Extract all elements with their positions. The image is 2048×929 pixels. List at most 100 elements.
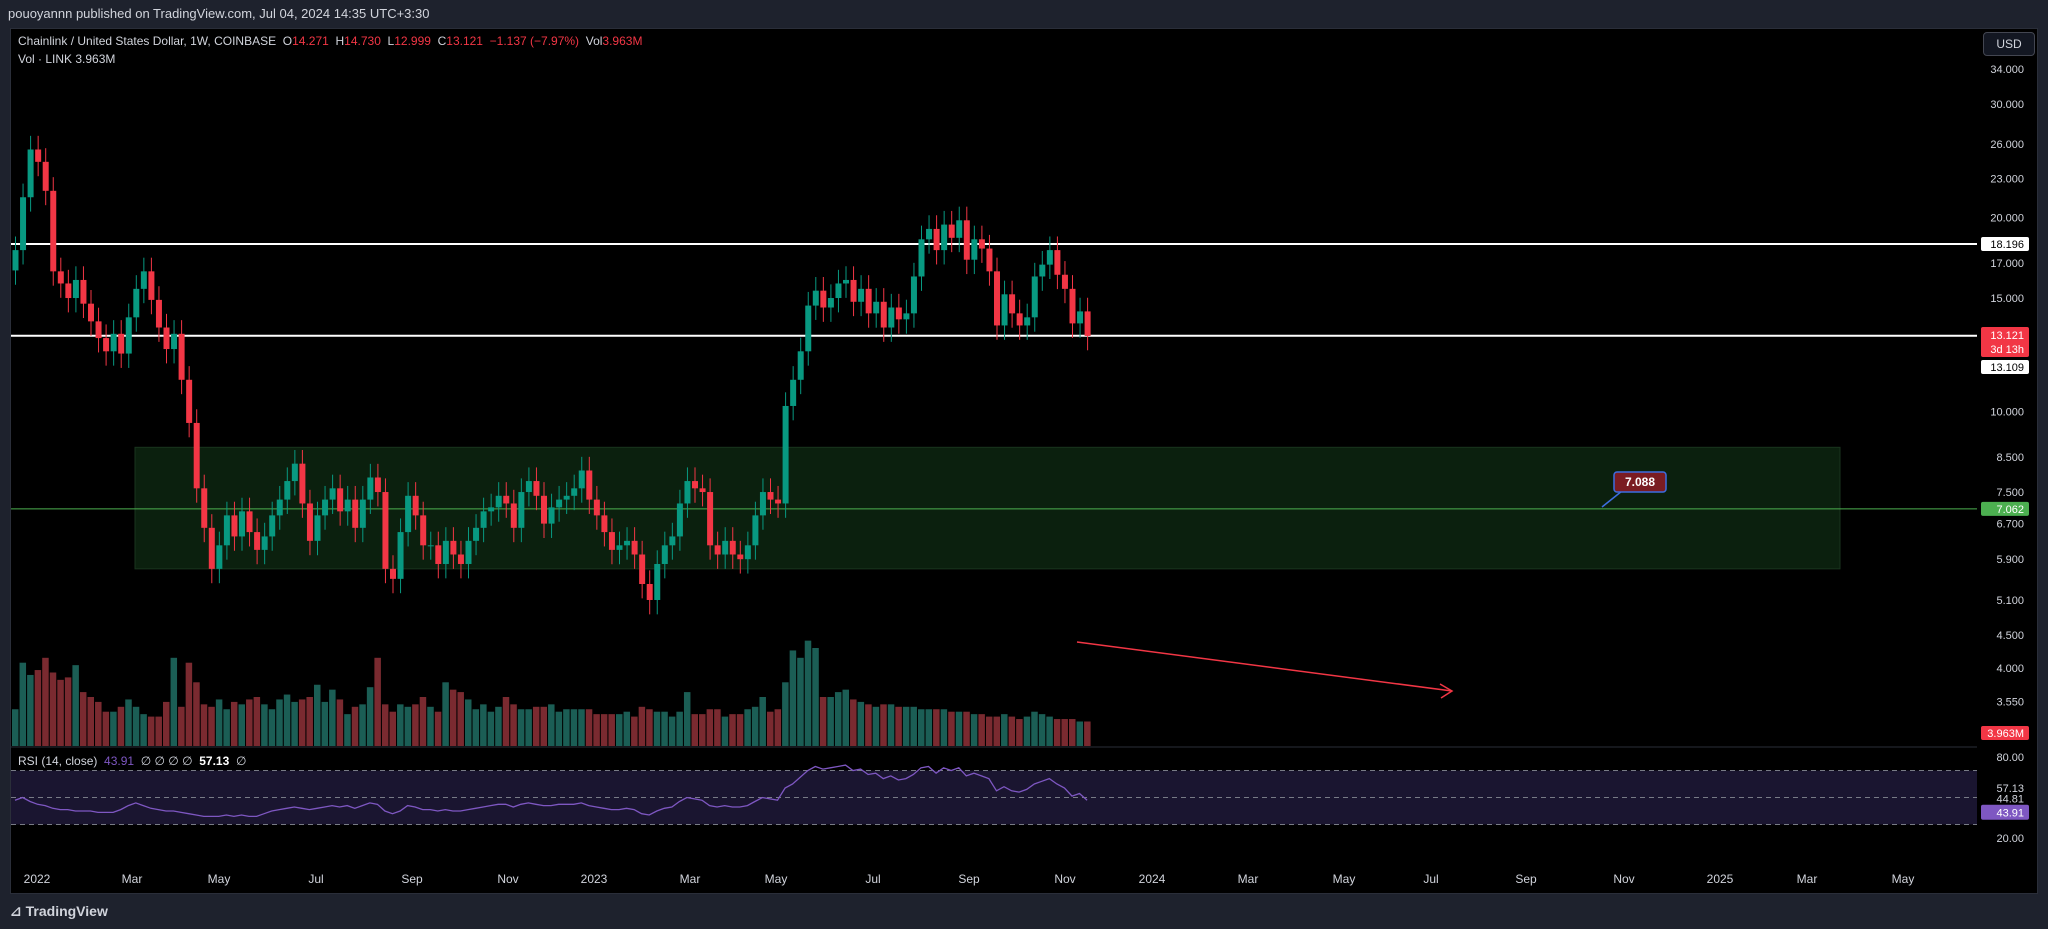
volume-bar (178, 706, 185, 746)
candle-body (759, 492, 766, 516)
time-label: 2025 (1707, 872, 1734, 886)
volume-bar (72, 665, 79, 746)
symbol-title[interactable]: Chainlink / United States Dollar, 1W, CO… (18, 34, 277, 48)
candle-body (246, 511, 253, 533)
volume-bar (27, 674, 34, 746)
candle-body (963, 220, 970, 260)
volume-bar (306, 697, 313, 746)
candle-body (1046, 250, 1053, 265)
volume-bar (548, 704, 555, 746)
volume-bar (502, 697, 510, 746)
currency-button[interactable]: USD (1983, 32, 2035, 56)
candle-body (42, 161, 49, 191)
candle-body (367, 477, 374, 500)
volume-bar (578, 709, 585, 746)
time-label: Nov (1613, 872, 1634, 886)
candle-body (359, 499, 366, 528)
volume-bar (834, 692, 842, 746)
publish-header: pouoyannn published on TradingView.com, … (0, 0, 2048, 28)
candle-body (692, 481, 698, 489)
candle-body (12, 250, 19, 271)
volume-bar (842, 689, 849, 746)
candle-body (933, 228, 940, 251)
volume-bar (1031, 711, 1038, 746)
candle-body (525, 481, 532, 493)
candle-body (390, 568, 396, 579)
candle-body (306, 503, 313, 541)
volume-bar (427, 706, 434, 746)
ohlc-legend: Chainlink / United States Dollar, 1W, CO… (18, 34, 643, 48)
time-label: Nov (497, 872, 518, 886)
candle-body (269, 515, 276, 537)
low-value: 12.999 (394, 34, 431, 48)
time-label: Sep (401, 872, 423, 886)
candle-body (956, 220, 963, 238)
candle-body (593, 499, 600, 516)
volume-trend-arrow (1076, 641, 1453, 692)
volume-bar (223, 709, 230, 746)
candle-body (20, 197, 27, 251)
candle-body (50, 190, 57, 272)
consolidation-zone (134, 446, 1841, 570)
candle-body (148, 271, 155, 300)
candle-body (518, 492, 525, 528)
volume-bar (419, 697, 427, 746)
candle-body (835, 283, 842, 299)
volume-bar (940, 709, 948, 746)
candle-body (223, 515, 230, 546)
time-label: Nov (1054, 872, 1075, 886)
candle-body (163, 327, 170, 350)
volume-bar (532, 706, 540, 746)
volume-bar (12, 709, 19, 746)
candle-body (1061, 274, 1068, 289)
level-tag-18-bg (1981, 236, 2029, 251)
volume-bar (706, 709, 714, 746)
candle-body (239, 511, 245, 537)
volume-bar (87, 697, 94, 746)
time-label: May (208, 872, 231, 886)
price-tick-label: 4.000 (1996, 663, 2024, 675)
candle-body (412, 495, 419, 516)
time-label: 2023 (581, 872, 608, 886)
level-tag-13-bg (1981, 360, 2029, 374)
time-label: Mar (680, 872, 701, 886)
candle-body (850, 279, 857, 302)
volume-bar (261, 704, 268, 746)
volume-bar (449, 689, 457, 746)
price-tick-label: 34.000 (1990, 64, 2024, 76)
time-label: Sep (958, 872, 980, 886)
volume-bar (42, 657, 49, 746)
volume-bar (117, 706, 125, 746)
candle-body (699, 488, 706, 493)
volume-bar (933, 709, 940, 746)
support-tag: 7.062 (1996, 504, 2024, 516)
tradingview-logo[interactable]: ⊿ TradingView (10, 903, 108, 919)
volume-bar (653, 711, 661, 746)
candle-body (110, 333, 117, 352)
volume-bar (767, 711, 774, 746)
candle-body (1084, 311, 1091, 336)
volume-bar (570, 709, 578, 746)
volume-bar (64, 677, 72, 746)
candle-body (382, 492, 389, 569)
candle-body (661, 545, 668, 564)
price-tick-label: 5.100 (1996, 595, 2024, 607)
candle-body (510, 503, 517, 528)
candle-body (669, 536, 676, 546)
candle-body (563, 495, 570, 500)
candle-body (480, 511, 487, 528)
volume-bar (978, 714, 985, 746)
close-value: 13.121 (446, 34, 483, 48)
volume-bar (246, 699, 253, 746)
volume-bar (442, 682, 449, 746)
rsi-value-tag-bg (1981, 804, 2029, 820)
candle-body (503, 495, 510, 504)
volume-bar (495, 706, 502, 746)
candle-body (986, 248, 993, 272)
candle-body (1009, 294, 1016, 314)
candle-body (314, 515, 321, 541)
price-tick-label: 20.000 (1990, 212, 2024, 224)
support-tag-bg (1981, 501, 2029, 516)
candle-body (299, 463, 306, 504)
